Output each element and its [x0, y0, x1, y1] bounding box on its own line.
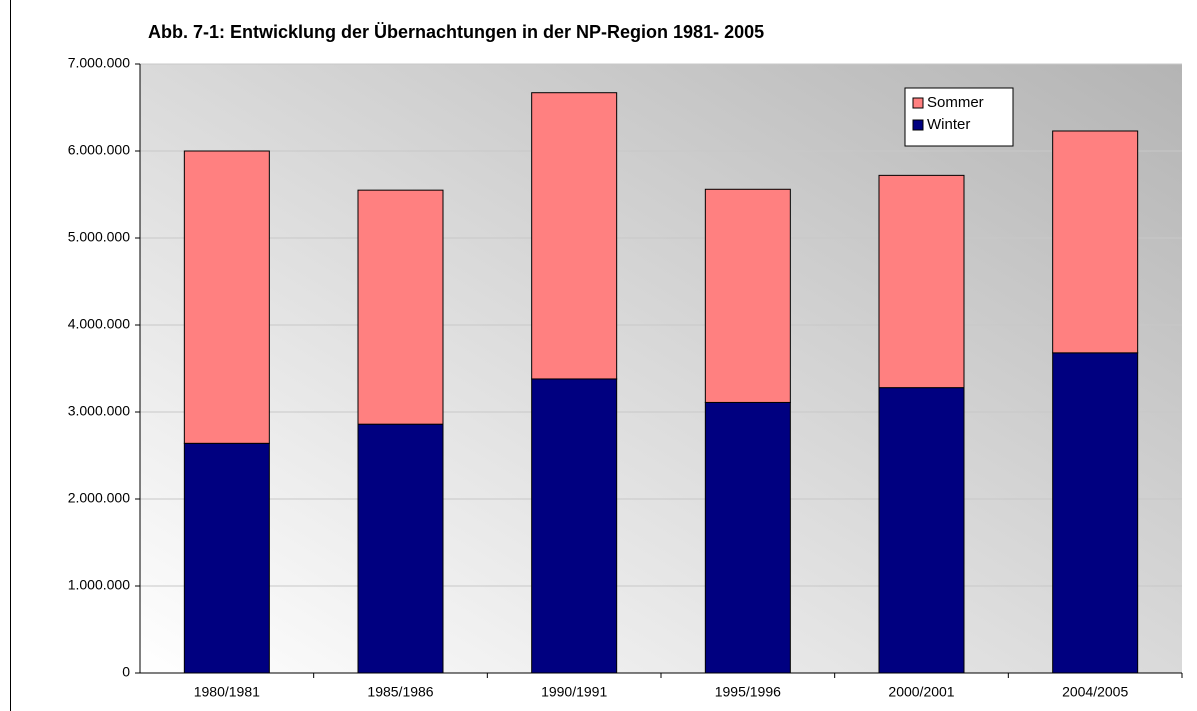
bar-segment	[704, 188, 791, 403]
grid	[140, 63, 1182, 587]
legend-swatch	[912, 97, 924, 109]
bar-segment	[1052, 130, 1139, 354]
y-tick-label: 4.000.000	[68, 316, 130, 332]
plot-area	[140, 64, 1182, 673]
legend-label: Sommer	[927, 94, 984, 111]
bar-segment	[183, 150, 270, 444]
bar-segment	[531, 92, 618, 380]
bar-segment	[878, 387, 965, 674]
bar-segment	[357, 189, 444, 425]
bar-segment	[183, 442, 270, 674]
y-tick-label: 7.000.000	[68, 55, 130, 71]
y-tick-label: 3.000.000	[68, 403, 130, 419]
legend-label: Winter	[927, 116, 970, 133]
y-tick-label: 2.000.000	[68, 490, 130, 506]
x-tick-label: 1995/1996	[715, 684, 781, 700]
x-tick-label: 2000/2001	[888, 684, 954, 700]
chart-title: Abb. 7-1: Entwicklung der Übernachtungen…	[148, 22, 764, 42]
y-tick-label: 0	[122, 664, 130, 680]
y-tick-label: 5.000.000	[68, 229, 130, 245]
x-tick-label: 1990/1991	[541, 684, 607, 700]
bar-segment	[531, 378, 618, 674]
bar-segment	[878, 174, 965, 389]
y-tick-label: 1.000.000	[68, 577, 130, 593]
bar-segment	[704, 401, 791, 674]
x-tick-label: 1980/1981	[194, 684, 260, 700]
bars	[183, 92, 1139, 674]
legend-swatch	[912, 119, 924, 131]
bar-segment	[357, 423, 444, 674]
x-tick-label: 2004/2005	[1062, 684, 1128, 700]
x-tick-label: 1985/1986	[367, 684, 433, 700]
y-tick-label: 6.000.000	[68, 142, 130, 158]
bar-segment	[1052, 352, 1139, 674]
